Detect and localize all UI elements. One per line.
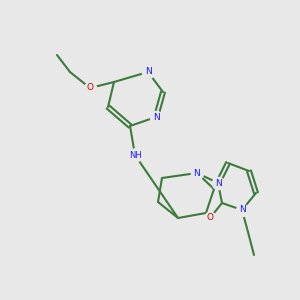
Text: NH: NH (129, 151, 141, 160)
Text: N: N (145, 68, 152, 76)
Text: N: N (214, 178, 221, 188)
Text: N: N (238, 206, 245, 214)
Text: O: O (86, 83, 94, 92)
Text: N: N (194, 169, 200, 178)
Text: N: N (153, 112, 159, 122)
Text: O: O (206, 214, 214, 223)
